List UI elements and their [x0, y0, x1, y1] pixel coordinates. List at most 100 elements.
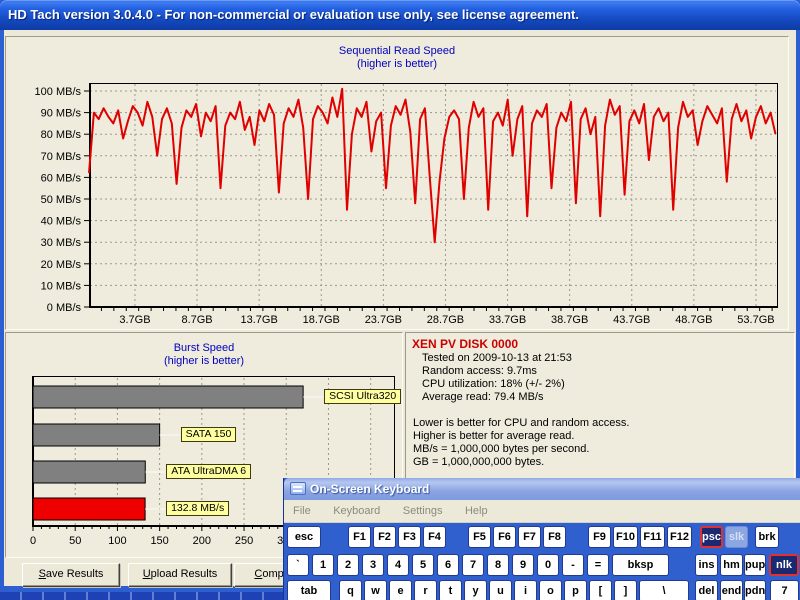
x-tick-label: 250: [235, 535, 253, 547]
key-F3[interactable]: F3: [398, 526, 421, 548]
y-tick-label: 50 MB/s: [41, 194, 82, 206]
x-tick-label: 43.7GB: [613, 314, 650, 326]
x-tick-label: 3.7GB: [119, 314, 150, 326]
x-tick-label: 50: [69, 535, 81, 547]
key-e[interactable]: e: [389, 580, 412, 600]
key-ins[interactable]: ins: [695, 554, 718, 576]
key-7[interactable]: 7: [462, 554, 484, 576]
y-tick-label: 90 MB/s: [41, 108, 82, 120]
key--[interactable]: -: [562, 554, 584, 576]
key-w[interactable]: w: [364, 580, 387, 600]
key-F10[interactable]: F10: [613, 526, 638, 548]
key-`[interactable]: `: [287, 554, 309, 576]
cpu-utilization-line: CPU utilization: 18% (+/- 2%): [422, 378, 565, 390]
key-y[interactable]: y: [464, 580, 487, 600]
y-tick-label: 30 MB/s: [41, 237, 82, 249]
key-5[interactable]: 5: [412, 554, 434, 576]
key-F2[interactable]: F2: [373, 526, 396, 548]
key-0[interactable]: 0: [537, 554, 559, 576]
upload-results-button[interactable]: Upload Results: [128, 563, 232, 587]
save-results-button[interactable]: Save Results: [22, 563, 120, 587]
osk-menubar: File Keyboard Settings Help: [284, 500, 800, 523]
x-tick-label: 0: [30, 535, 36, 547]
key-=[interactable]: =: [587, 554, 609, 576]
x-tick-label: 150: [150, 535, 168, 547]
y-tick-label: 60 MB/s: [41, 172, 82, 184]
menu-help[interactable]: Help: [456, 500, 497, 522]
x-tick-label: 13.7GB: [240, 314, 277, 326]
key-F8[interactable]: F8: [543, 526, 566, 548]
burst-bar-label-0: SCSI Ultra320: [324, 389, 401, 404]
key-8[interactable]: 8: [487, 554, 509, 576]
key-u[interactable]: u: [489, 580, 512, 600]
sequential-chart-subtitle: (higher is better): [6, 58, 788, 71]
key-esc[interactable]: esc: [287, 526, 321, 548]
key-end[interactable]: end: [720, 580, 743, 600]
burst-chart-subtitle: (higher is better): [6, 355, 402, 368]
key-F11[interactable]: F11: [640, 526, 665, 548]
y-tick-label: 0 MB/s: [47, 302, 82, 314]
x-tick-label: 38.7GB: [551, 314, 588, 326]
key-bksp[interactable]: bksp: [612, 554, 669, 576]
key-3[interactable]: 3: [362, 554, 384, 576]
y-tick-label: 10 MB/s: [41, 280, 82, 292]
key-pup[interactable]: pup: [744, 554, 766, 576]
key-][interactable]: ]: [614, 580, 637, 600]
key-F5[interactable]: F5: [468, 526, 491, 548]
key-r[interactable]: r: [414, 580, 437, 600]
burst-chart-title: Burst Speed: [6, 342, 402, 355]
key-backslash[interactable]: \: [639, 580, 689, 600]
key-slk[interactable]: slk: [725, 526, 748, 548]
tested-on-line: Tested on 2009-10-13 at 21:53: [422, 352, 572, 364]
hdtach-titlebar[interactable]: HD Tach version 3.0.4.0 - For non-commer…: [0, 0, 800, 30]
key-hm[interactable]: hm: [720, 554, 743, 576]
on-screen-keyboard-window: On-Screen Keyboard File Keyboard Setting…: [283, 478, 800, 600]
burst-bar-label-2: ATA UltraDMA 6: [166, 464, 251, 479]
key-q[interactable]: q: [339, 580, 362, 600]
key-[[interactable]: [: [589, 580, 612, 600]
y-tick-label: 70 MB/s: [41, 151, 82, 163]
x-tick-label: 28.7GB: [427, 314, 464, 326]
menu-settings[interactable]: Settings: [394, 500, 452, 522]
key-t[interactable]: t: [439, 580, 462, 600]
key-p[interactable]: p: [564, 580, 587, 600]
burst-bar-0: [33, 386, 303, 408]
key-2[interactable]: 2: [337, 554, 359, 576]
key-pdn[interactable]: pdn: [744, 580, 766, 600]
note-line: MB/s = 1,000,000 bytes per second.: [413, 443, 589, 455]
key-F7[interactable]: F7: [518, 526, 541, 548]
key-tab[interactable]: tab: [287, 580, 331, 600]
key-brk[interactable]: brk: [755, 526, 779, 548]
x-tick-label: 8.7GB: [181, 314, 212, 326]
key-1[interactable]: 1: [312, 554, 334, 576]
key-F6[interactable]: F6: [493, 526, 516, 548]
y-tick-label: 40 MB/s: [41, 216, 82, 228]
key-F1[interactable]: F1: [348, 526, 371, 548]
key-F4[interactable]: F4: [423, 526, 446, 548]
key-4[interactable]: 4: [387, 554, 409, 576]
menu-keyboard[interactable]: Keyboard: [324, 500, 389, 522]
y-tick-label: 80 MB/s: [41, 129, 82, 141]
burst-bar-label-3: 132.8 MB/s: [166, 501, 229, 516]
key-o[interactable]: o: [539, 580, 562, 600]
key-F9[interactable]: F9: [588, 526, 611, 548]
key-psc[interactable]: psc: [700, 526, 723, 548]
x-tick-label: 100: [108, 535, 126, 547]
key-del[interactable]: del: [695, 580, 718, 600]
key-i[interactable]: i: [514, 580, 537, 600]
burst-bar-label-1: SATA 150: [181, 427, 237, 442]
key-F12[interactable]: F12: [667, 526, 692, 548]
key-nlk[interactable]: nlk: [769, 554, 799, 576]
drive-name: XEN PV DISK 0000: [412, 337, 518, 351]
keyboard-icon: [290, 482, 306, 495]
burst-bar-2: [33, 461, 145, 483]
menu-file[interactable]: File: [284, 500, 320, 522]
key-7[interactable]: 7: [770, 580, 799, 600]
x-tick-label: 23.7GB: [365, 314, 402, 326]
burst-bar-1: [33, 424, 160, 446]
key-6[interactable]: 6: [437, 554, 459, 576]
sequential-read-panel: Sequential Read Speed (higher is better)…: [5, 36, 789, 330]
key-9[interactable]: 9: [512, 554, 534, 576]
note-line: Lower is better for CPU and random acces…: [413, 417, 629, 429]
osk-titlebar[interactable]: On-Screen Keyboard: [284, 478, 800, 500]
